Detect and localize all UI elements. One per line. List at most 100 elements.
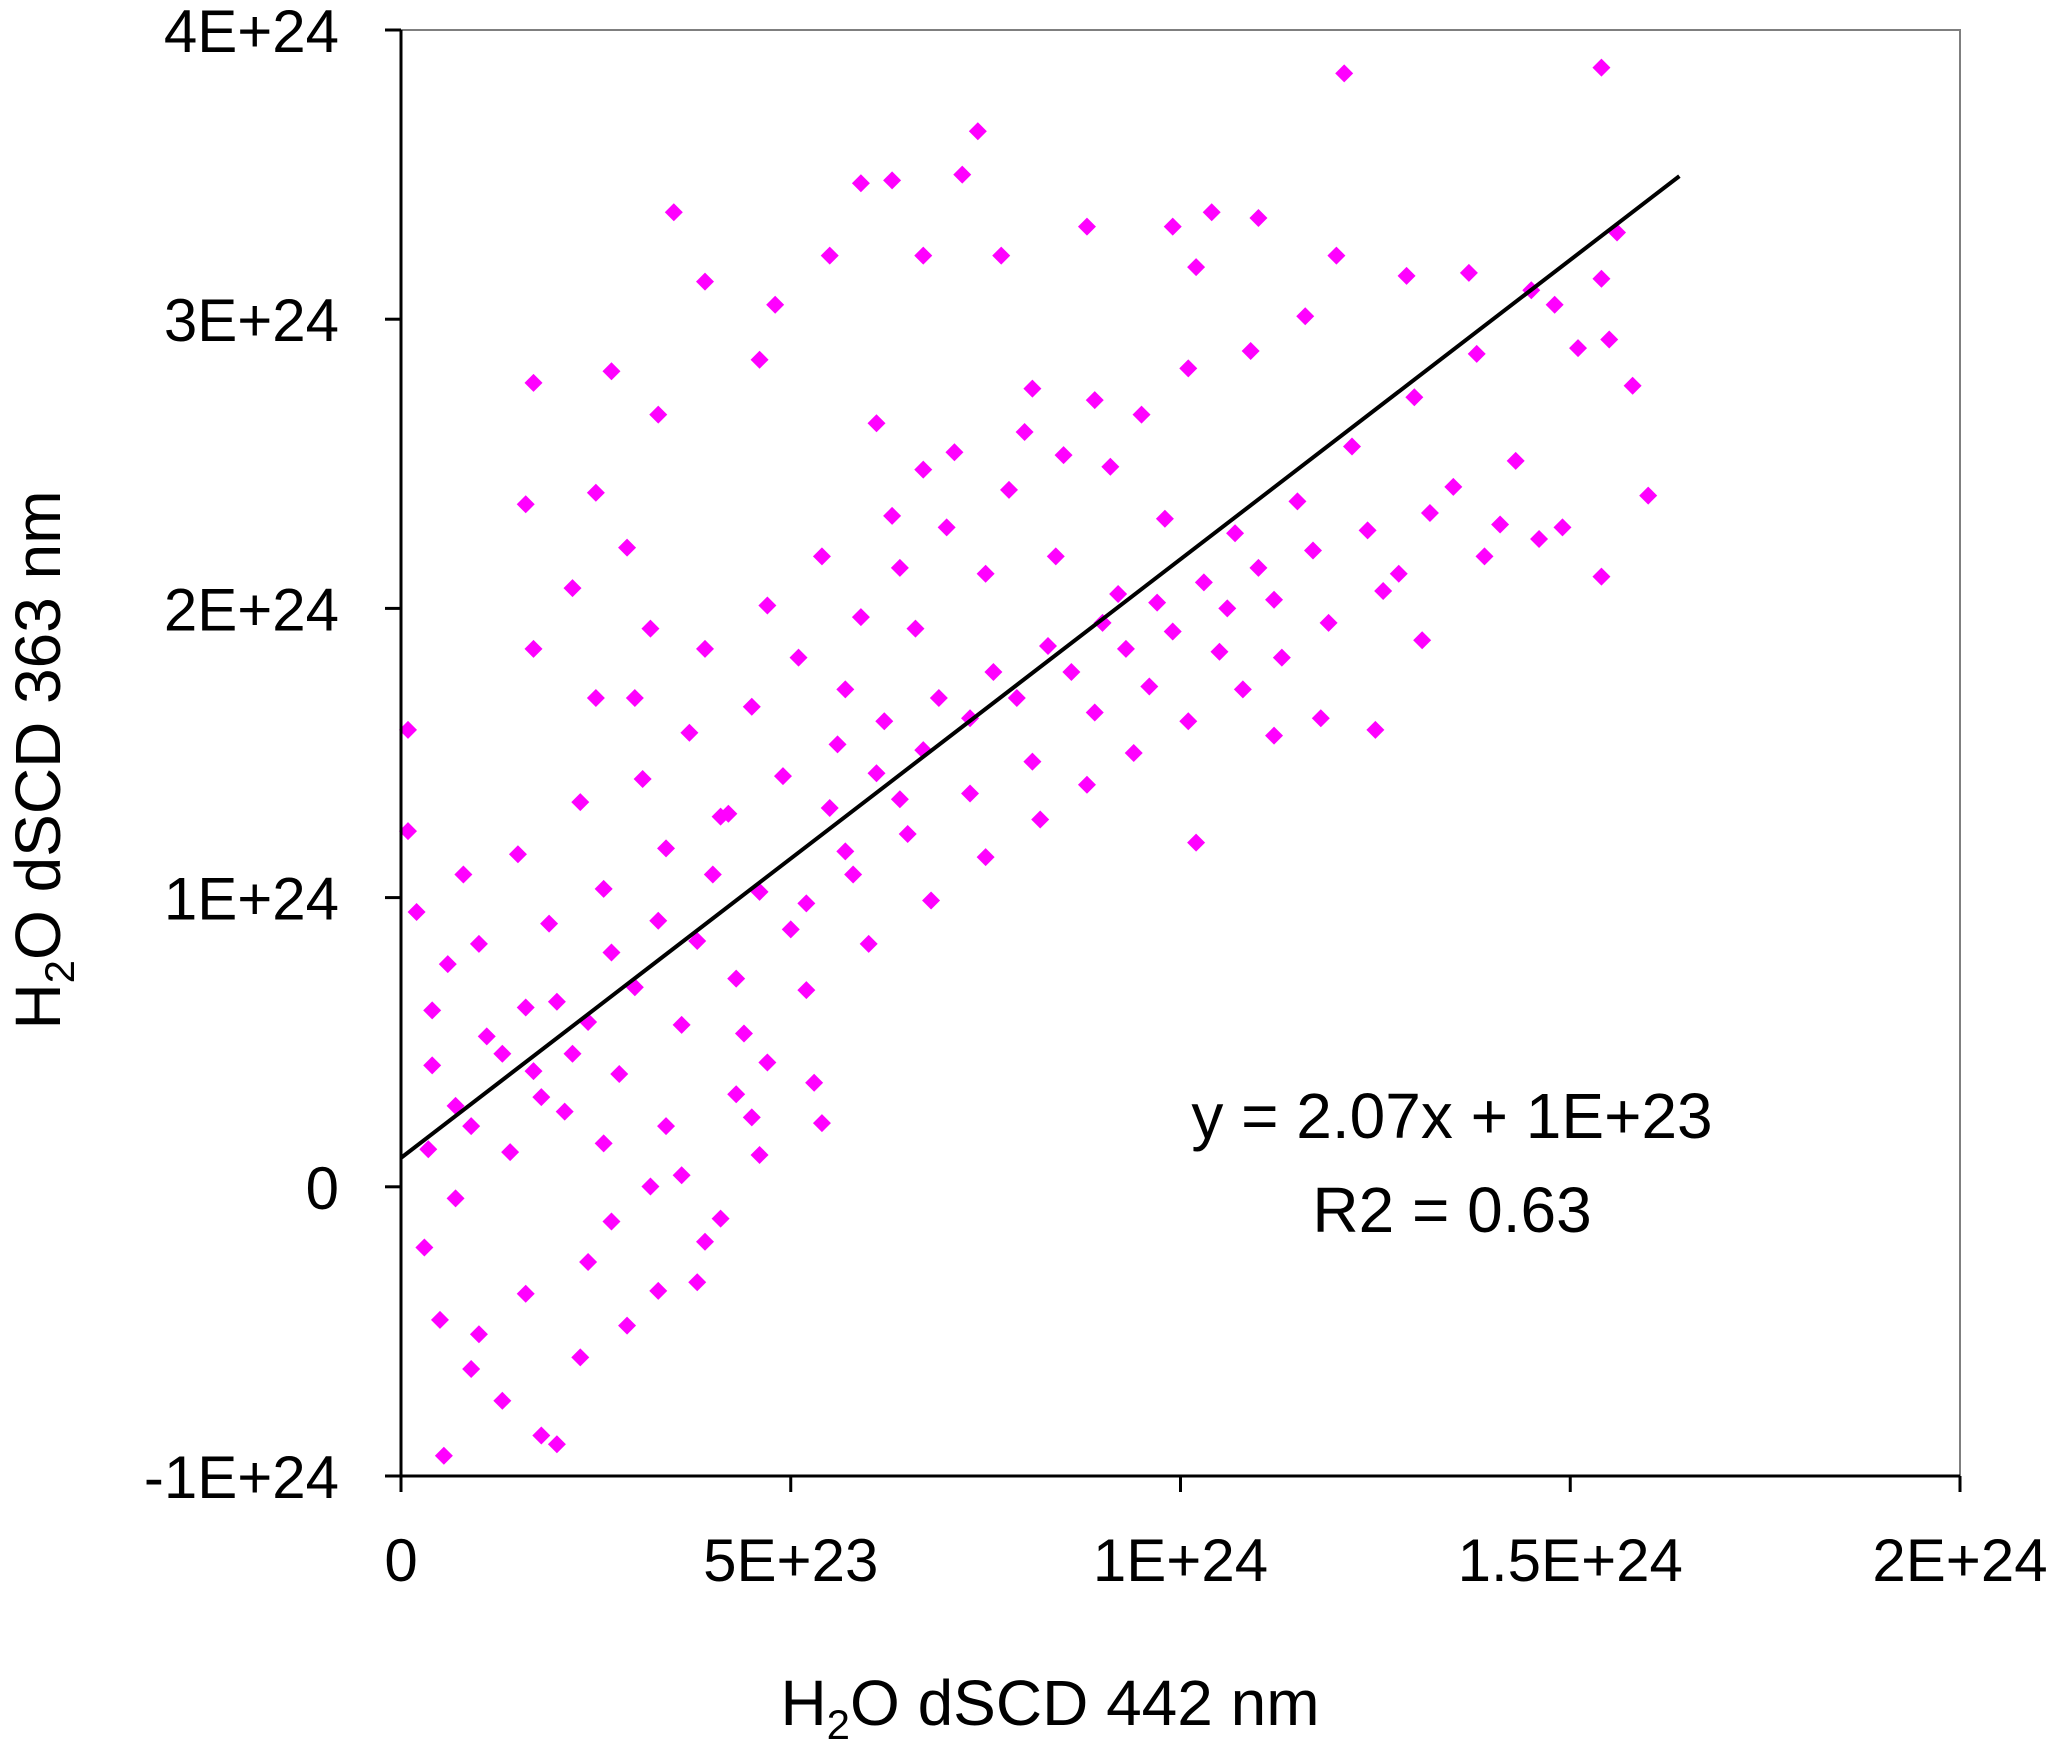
data-point (602, 1212, 621, 1231)
x-tick-label: 1E+24 (1093, 1527, 1268, 1594)
data-point (1194, 573, 1213, 592)
data-point (423, 1056, 442, 1075)
data-point (1148, 593, 1167, 612)
data-point (524, 639, 543, 658)
data-point (664, 203, 683, 222)
data-point (1530, 529, 1549, 548)
data-point (672, 1166, 691, 1185)
data-point (1265, 590, 1284, 609)
data-point (540, 914, 559, 933)
data-point (929, 689, 948, 708)
data-point (649, 405, 668, 424)
data-point (1155, 509, 1174, 528)
data-point (953, 165, 972, 184)
plot-axes (399, 29, 1961, 1478)
data-point (1569, 339, 1588, 358)
y-tick-label: -1E+24 (144, 1444, 339, 1511)
data-point (1639, 486, 1658, 505)
data-point (477, 1027, 496, 1046)
data-point (1467, 344, 1486, 363)
data-point (1592, 58, 1611, 77)
data-point (1179, 712, 1198, 731)
y-axis-title: H2O dSCD 363 nm (2, 490, 83, 1029)
data-point (1038, 636, 1057, 655)
data-point (649, 1281, 668, 1300)
data-point (742, 697, 761, 716)
data-point (672, 1015, 691, 1034)
data-point (1366, 720, 1385, 739)
data-point (532, 1426, 551, 1445)
data-point (641, 619, 660, 638)
data-point (469, 934, 488, 953)
data-point (1311, 709, 1330, 728)
data-point (423, 1001, 442, 1020)
data-point (1413, 631, 1432, 650)
data-point (727, 1085, 746, 1104)
data-point (1163, 622, 1182, 641)
data-point (890, 790, 909, 809)
data-point (1249, 558, 1268, 577)
data-point (571, 793, 590, 812)
data-point (438, 955, 457, 974)
data-point (1553, 518, 1572, 537)
scatter-points (399, 58, 1658, 1465)
data-point (1054, 446, 1073, 465)
data-point (703, 865, 722, 884)
data-point (750, 350, 769, 369)
plot-area-frame (400, 29, 1961, 1477)
data-point (462, 1117, 481, 1136)
data-point (758, 596, 777, 615)
data-point (742, 1108, 761, 1127)
data-point (1249, 208, 1268, 227)
data-point (610, 1065, 629, 1084)
data-point (501, 1143, 520, 1162)
data-point (516, 1284, 535, 1303)
data-point (586, 689, 605, 708)
data-point (1187, 258, 1206, 277)
data-point (1132, 405, 1151, 424)
data-point (516, 495, 535, 514)
x-tick-label: 2E+24 (1872, 1527, 2047, 1594)
data-point (1304, 541, 1323, 560)
data-point (750, 1145, 769, 1164)
data-point (434, 1446, 453, 1465)
data-point (415, 1238, 434, 1257)
data-point (430, 1310, 449, 1329)
data-point (657, 839, 676, 858)
data-point (399, 720, 418, 739)
data-point (399, 822, 418, 841)
data-point (914, 460, 933, 479)
data-point (1163, 217, 1182, 236)
data-point (469, 1325, 488, 1344)
data-point (1241, 342, 1260, 361)
data-point (727, 969, 746, 988)
data-point (1031, 810, 1050, 829)
data-point (883, 171, 902, 190)
data-point (1233, 680, 1252, 699)
data-point (719, 804, 738, 823)
x-tick-label: 5E+23 (703, 1527, 878, 1594)
data-point (1085, 703, 1104, 722)
data-point (976, 848, 995, 867)
data-point (407, 903, 426, 922)
data-point (1077, 775, 1096, 794)
data-point (579, 1252, 598, 1271)
data-point (1397, 266, 1416, 285)
data-point (890, 558, 909, 577)
data-point (1288, 492, 1307, 511)
regression-equation: y = 2.07x + 1E+23 (1191, 1080, 1712, 1152)
data-point (1405, 388, 1424, 407)
data-point (773, 767, 792, 786)
data-point (1335, 64, 1354, 83)
data-point (1491, 515, 1510, 534)
data-point (851, 608, 870, 627)
data-point (454, 865, 473, 884)
data-point (820, 798, 839, 817)
data-point (1023, 752, 1042, 771)
data-point (594, 879, 613, 898)
data-point (1210, 642, 1229, 661)
data-point (898, 824, 917, 843)
data-point (493, 1391, 512, 1410)
data-point (883, 506, 902, 525)
data-point (1179, 359, 1198, 378)
